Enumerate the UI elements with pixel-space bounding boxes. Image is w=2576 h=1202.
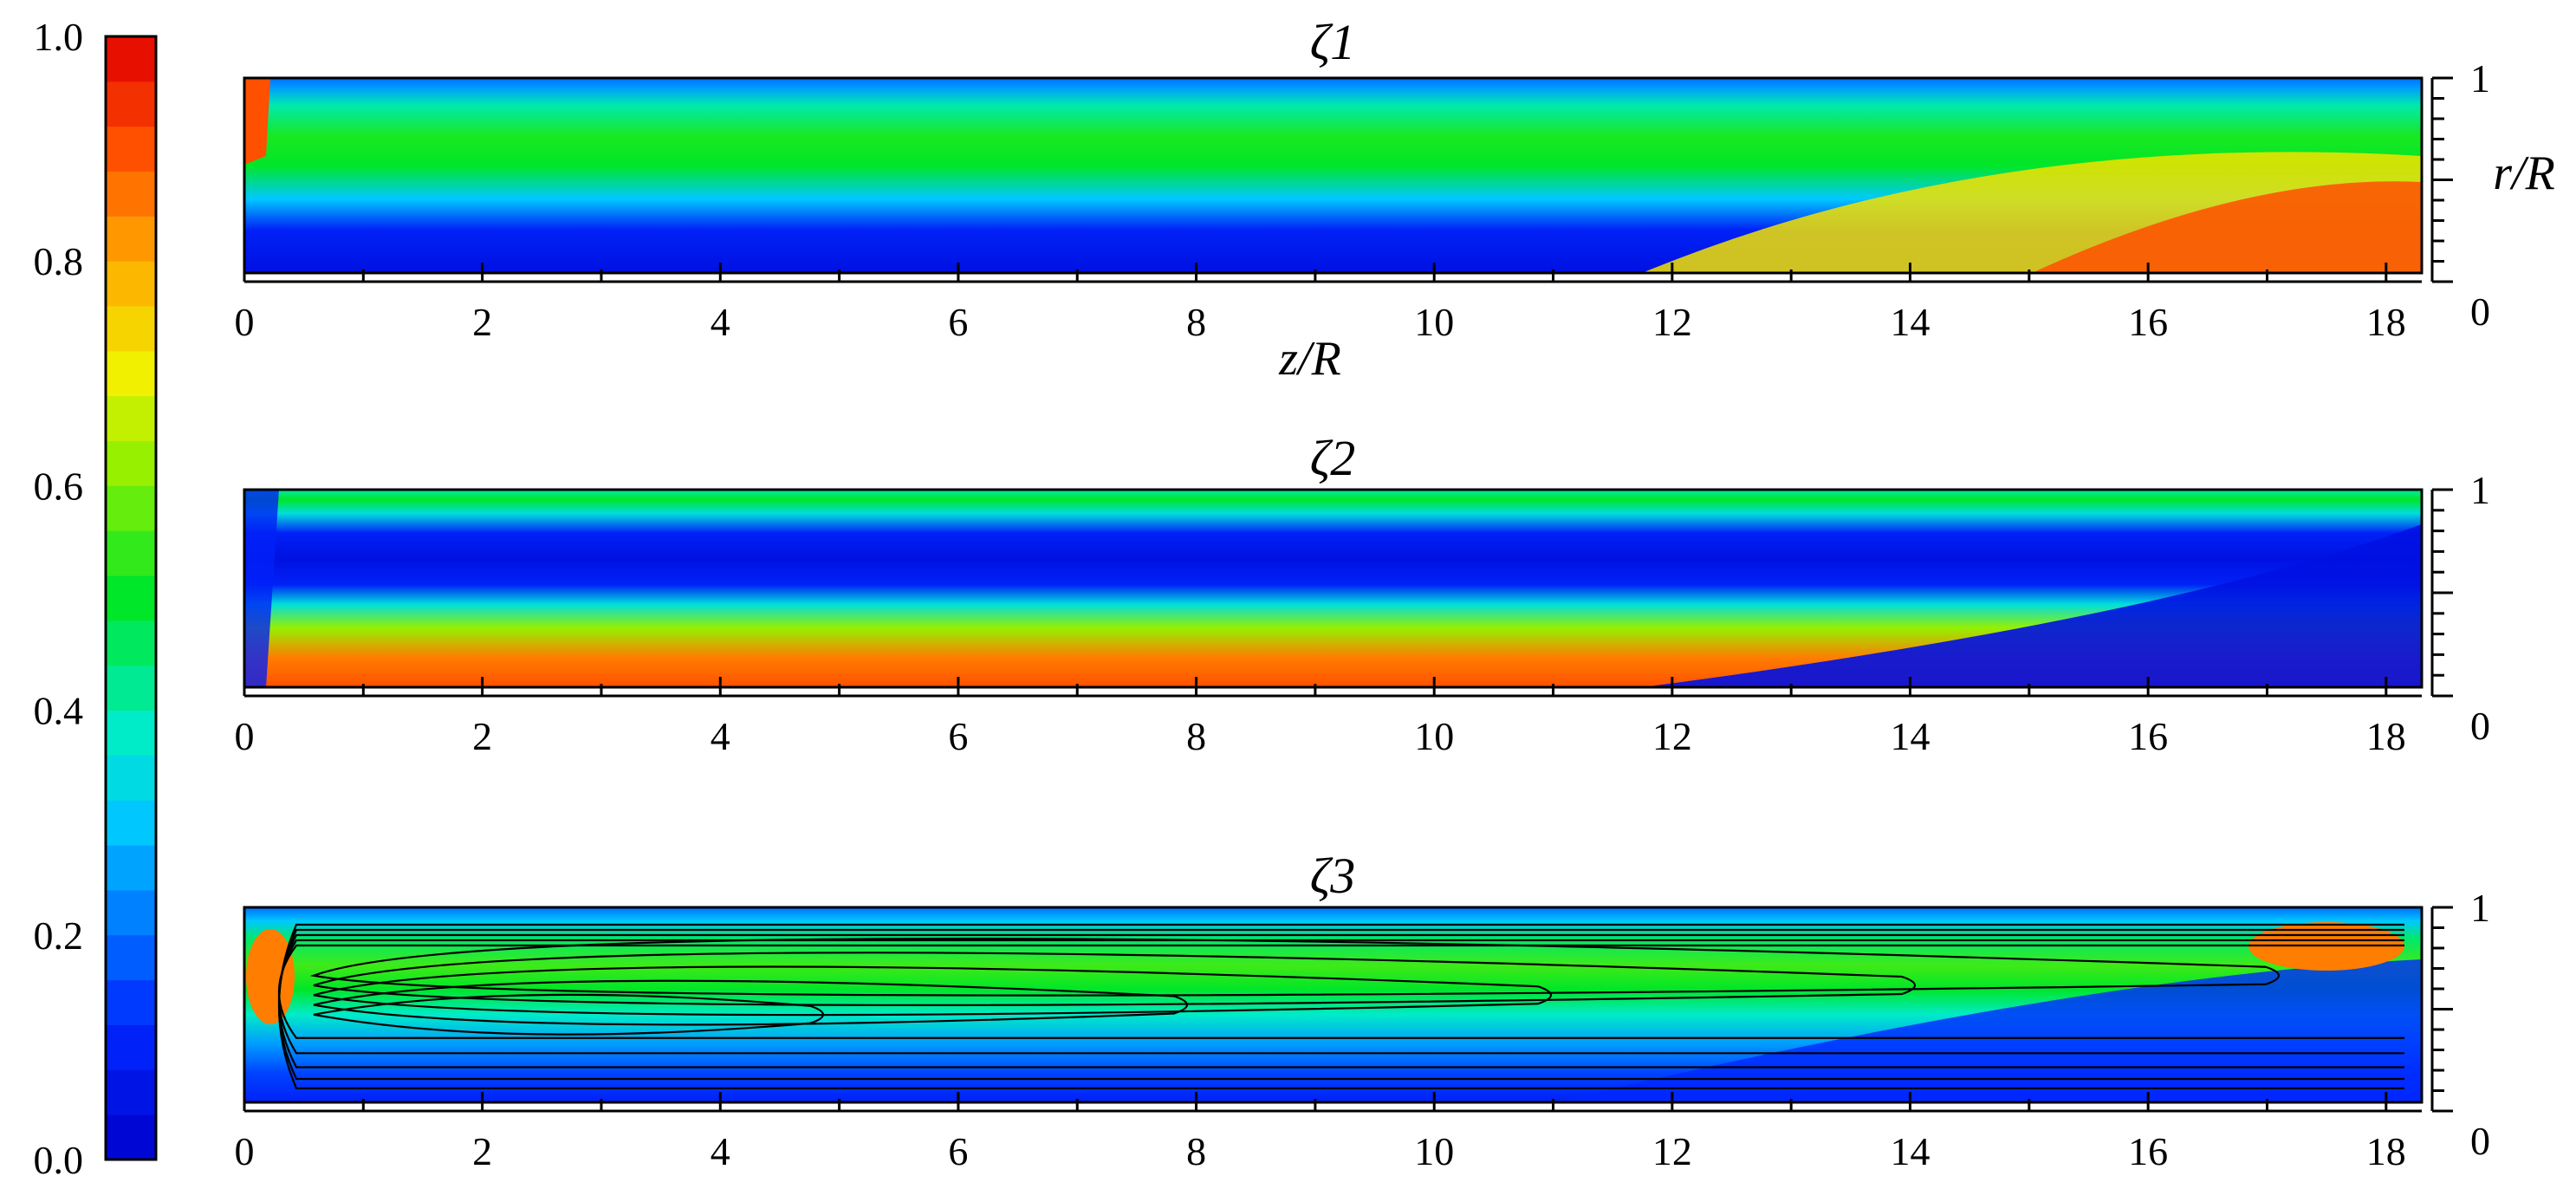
panel-zeta2-title: ζ2 <box>1310 430 1355 486</box>
x-tick-label: 4 <box>711 300 730 344</box>
colorbar-level <box>106 440 156 486</box>
streamline-loop <box>313 952 1917 1006</box>
streamline-loop <box>313 979 1189 1026</box>
colorbar-level <box>106 216 156 262</box>
colorbar-level <box>106 665 156 711</box>
colorbar: 0.0 0.2 0.4 0.6 0.8 1.0 <box>34 15 158 1182</box>
x-tick-label: 2 <box>472 714 492 758</box>
colorbar-level <box>106 485 156 531</box>
colorbar-level <box>106 395 156 442</box>
x-tick-label: 6 <box>948 1129 968 1173</box>
axis-ticks: 0 2 4 6 8 10 12 14 16 18 010 2 4 6 8 10 12 14 16 18 010 2 4 6 8 1… <box>235 56 2491 1173</box>
colorbar-tick-label: 1.0 <box>34 15 84 59</box>
colorbar-level <box>106 979 156 1025</box>
colorbar-level <box>106 36 156 82</box>
colorbar-level <box>106 350 156 397</box>
outlet-corner-region <box>2032 181 2422 273</box>
colorbar-tick-label: 0.4 <box>34 689 84 733</box>
streamline-loop <box>313 993 825 1036</box>
x-tick-label: 4 <box>711 714 730 758</box>
x-tick-label: 8 <box>1186 1129 1206 1173</box>
y-tick-label: 1 <box>2470 886 2490 930</box>
x-tick-label: 12 <box>1652 1129 1692 1173</box>
x-tick-label: 10 <box>1414 714 1454 758</box>
x-tick-label: 0 <box>235 300 255 344</box>
x-tick-label: 6 <box>948 714 968 758</box>
x-axis-label: z/R <box>1278 332 1341 386</box>
x-tick-label: 16 <box>2128 300 2168 344</box>
y-tick-label: 1 <box>2470 56 2490 101</box>
x-tick-label: 2 <box>472 300 492 344</box>
x-tick-label: 8 <box>1186 300 1206 344</box>
panel-zeta3-title: ζ3 <box>1310 848 1355 904</box>
colorbar-level <box>106 800 156 846</box>
x-tick-label: 14 <box>1891 1129 1930 1173</box>
colorbar-level <box>106 620 156 666</box>
colorbar-level <box>106 530 156 576</box>
x-tick-label: 14 <box>1891 714 1930 758</box>
colorbar-level <box>106 845 156 891</box>
panel-zeta2: ζ2 <box>243 430 2424 689</box>
streamline <box>277 944 2404 1039</box>
colorbar-level <box>106 934 156 981</box>
x-tick-label: 18 <box>2366 300 2406 344</box>
x-tick-label: 0 <box>235 714 255 758</box>
x-tick-label: 16 <box>2128 1129 2168 1173</box>
streamline-loop <box>313 965 1553 1017</box>
y-tick-label: 0 <box>2470 1119 2490 1163</box>
y-tick-label: 1 <box>2470 468 2490 512</box>
colorbar-tick-label: 0.2 <box>34 913 84 958</box>
outlet-low-region <box>1642 524 2422 687</box>
colorbar-tick-label: 0.0 <box>34 1138 84 1182</box>
colorbar-level <box>106 1114 156 1160</box>
colorbar-level <box>106 306 156 352</box>
y-tick-label: 0 <box>2470 704 2490 748</box>
x-tick-label: 0 <box>235 1129 255 1173</box>
inlet-region <box>244 490 279 687</box>
panel-zeta1: ζ1 <box>243 14 2424 275</box>
x-tick-label: 16 <box>2128 714 2168 758</box>
panel-frame <box>243 488 2424 689</box>
x-tick-label: 14 <box>1891 300 1930 344</box>
colorbar-level <box>106 171 156 217</box>
colorbar-frame <box>104 35 158 1161</box>
x-tick-label: 2 <box>472 1129 492 1173</box>
colorbar-level <box>106 755 156 801</box>
y-axis-label: r/R <box>2493 146 2555 200</box>
x-tick-label: 4 <box>711 1129 730 1173</box>
inlet-region <box>246 929 295 1024</box>
colorbar-level <box>106 575 156 621</box>
x-tick-label: 6 <box>948 300 968 344</box>
colorbar-level <box>106 889 156 936</box>
y-tick-label: 0 <box>2470 289 2490 334</box>
colorbar-level <box>106 710 156 756</box>
x-tick-label: 12 <box>1652 714 1692 758</box>
x-tick-label: 10 <box>1414 300 1454 344</box>
x-tick-label: 8 <box>1186 714 1206 758</box>
x-tick-label: 12 <box>1652 300 1692 344</box>
colorbar-level <box>106 1024 156 1070</box>
colorbar-level <box>106 1069 156 1115</box>
panel-frame <box>243 906 2424 1104</box>
colorbar-level <box>106 126 156 172</box>
inlet-region <box>244 78 270 165</box>
panel-zeta1-title: ζ1 <box>1310 14 1355 70</box>
colorbar-tick-label: 0.6 <box>34 464 84 508</box>
colorbar-level <box>106 261 156 307</box>
x-tick-label: 18 <box>2366 714 2406 758</box>
panel-frame <box>243 76 2424 275</box>
x-tick-label: 10 <box>1414 1129 1454 1173</box>
x-tick-label: 18 <box>2366 1129 2406 1173</box>
colorbar-level <box>106 81 156 127</box>
colorbar-tick-label: 0.8 <box>34 239 84 283</box>
panel-zeta3: ζ3 <box>243 848 2424 1104</box>
